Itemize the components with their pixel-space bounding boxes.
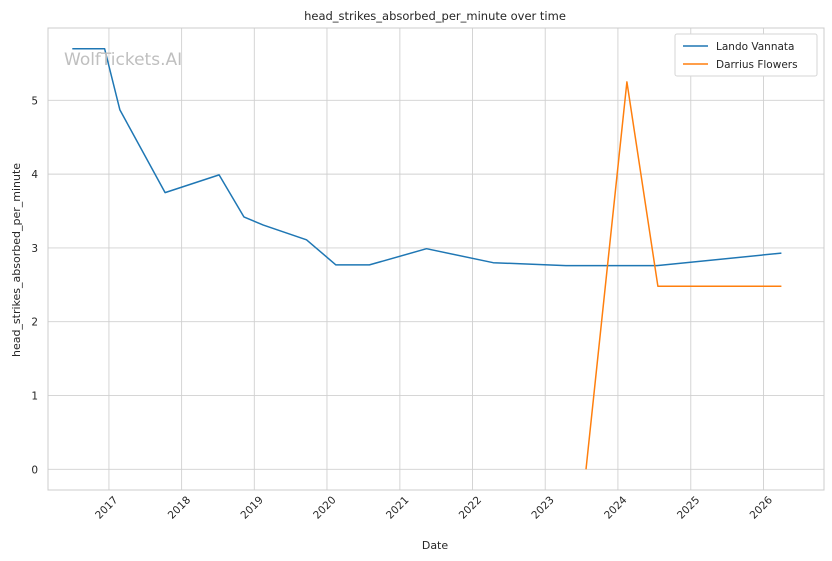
x-tick-label: 2021 [384,494,411,521]
y-tick-label: 2 [31,317,38,329]
x-tick-label: 2019 [238,494,265,521]
legend-box [674,33,818,77]
x-axis-label: Date [422,539,449,552]
x-tick-label: 2020 [311,494,338,521]
x-tick-label: 2025 [675,494,702,521]
series-line-1 [585,81,782,470]
y-tick-label: 1 [31,391,38,403]
series-line-0 [72,47,782,267]
watermark-text: WolfTickets.AI [64,50,182,70]
legend-label-1: Darrius Flowers [716,59,798,71]
y-tick-label: 4 [31,169,38,181]
y-axis-label: head_strikes_absorbed_per_minute [10,163,23,357]
x-tick-label: 2024 [602,494,630,522]
x-tick-label: 2017 [93,494,120,521]
x-tick-label: 2026 [748,494,776,522]
x-tick-label: 2018 [166,494,193,521]
x-tick-label: 2023 [529,494,556,521]
y-tick-label: 5 [31,95,38,107]
x-tick-label: 2022 [457,494,484,521]
legend-label-0: Lando Vannata [716,41,794,53]
plot-frame [47,27,825,491]
y-tick-label: 0 [31,464,38,476]
chart-title: head_strikes_absorbed_per_minute over ti… [304,9,566,23]
y-tick-label: 3 [31,243,38,255]
